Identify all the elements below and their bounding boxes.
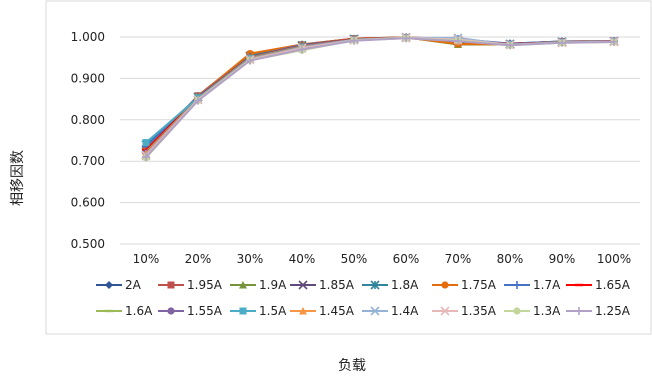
data-point — [558, 38, 566, 47]
gridlines — [120, 36, 640, 245]
legend-marker — [370, 280, 380, 290]
legend-marker — [575, 283, 583, 287]
legend: 2A 1.95A 1.9A 1.85A 1.8A 1.75A 1.7A 1.65A 1.6A 1.… — [96, 278, 631, 318]
legend-marker — [370, 306, 380, 316]
legend-item: 1.95A — [158, 278, 223, 292]
legend-item: 1.85A — [290, 278, 355, 292]
y-axis-label: 相移因数 — [10, 150, 26, 206]
legend-item: 1.6A — [96, 304, 153, 318]
legend-marker — [513, 307, 521, 315]
legend-label: 1.5A — [259, 304, 287, 318]
data-point — [194, 96, 202, 105]
series-1.25A — [142, 34, 618, 162]
x-tick-label: 20% — [185, 252, 212, 266]
legend-label: 1.75A — [461, 278, 497, 292]
x-tick-label: 30% — [237, 252, 264, 266]
data-point — [506, 41, 514, 50]
legend-item: 1.65A — [566, 278, 631, 292]
legend-label: 1.4A — [391, 304, 419, 318]
legend-marker — [298, 280, 308, 290]
data-point — [454, 37, 462, 46]
legend-item: 1.45A — [290, 304, 355, 318]
legend-label: 1.7A — [533, 278, 561, 292]
x-tick-label: 10% — [133, 252, 160, 266]
legend-item: 1.25A — [566, 304, 631, 318]
legend-item: 1.5A — [230, 304, 287, 318]
y-tick-label: 0.600 — [71, 196, 105, 210]
x-tick-label: 100% — [597, 252, 631, 266]
legend-label: 1.45A — [319, 304, 355, 318]
series-line — [145, 37, 615, 158]
data-point — [298, 45, 306, 54]
legend-marker — [105, 281, 113, 289]
legend-item: 1.4A — [362, 304, 419, 318]
legend-marker-b — [298, 280, 308, 290]
y-tick-label: 0.900 — [71, 71, 105, 85]
legend-marker — [441, 281, 449, 289]
data-point — [142, 139, 150, 147]
legend-marker — [239, 307, 247, 315]
legend-marker — [299, 307, 307, 315]
legend-marker-b — [370, 306, 380, 316]
legend-marker — [513, 281, 521, 289]
y-tick-label: 0.500 — [71, 237, 105, 251]
legend-item: 1.75A — [432, 278, 497, 292]
legend-label: 1.55A — [187, 304, 223, 318]
legend-marker — [167, 281, 175, 289]
legend-label: 1.8A — [391, 278, 419, 292]
x-tick-label: 40% — [289, 252, 316, 266]
legend-marker — [575, 307, 583, 315]
data-point — [246, 56, 254, 65]
x-tick-label: 60% — [393, 252, 420, 266]
legend-marker-b — [440, 306, 450, 316]
y-axis-ticks: 0.500 0.600 0.700 0.800 0.900 1.000 — [71, 30, 105, 251]
data-point — [402, 34, 410, 43]
legend-item: 1.9A — [230, 278, 287, 292]
y-tick-label: 1.000 — [71, 30, 105, 44]
legend-marker — [105, 309, 113, 313]
y-tick-label: 0.700 — [71, 154, 105, 168]
chart-area-border — [45, 0, 652, 335]
legend-label: 1.25A — [595, 304, 631, 318]
x-tick-label: 70% — [445, 252, 472, 266]
legend-label: 2A — [125, 278, 142, 292]
legend-item: 1.55A — [158, 304, 223, 318]
legend-label: 1.95A — [187, 278, 223, 292]
legend-item: 1.7A — [504, 278, 561, 292]
legend-item: 1.8A — [362, 278, 419, 292]
x-axis-ticks: 10% 20% 30% 40% 50% 60% 70% 80% 90% 100% — [133, 252, 631, 266]
y-tick-label: 0.800 — [71, 113, 105, 127]
x-tick-label: 50% — [341, 252, 368, 266]
x-tick-label: 80% — [497, 252, 524, 266]
data-point — [350, 36, 358, 45]
legend-label: 1.9A — [259, 278, 287, 292]
legend-marker — [239, 281, 247, 289]
x-tick-label: 90% — [549, 252, 576, 266]
legend-item: 2A — [96, 278, 142, 292]
legend-label: 1.3A — [533, 304, 561, 318]
data-point — [142, 153, 150, 162]
data-point — [610, 37, 618, 46]
legend-marker — [440, 306, 450, 316]
legend-item: 1.3A — [504, 304, 561, 318]
legend-item: 1.35A — [432, 304, 497, 318]
legend-label: 1.35A — [461, 304, 497, 318]
legend-label: 1.65A — [595, 278, 631, 292]
x-axis-label: 负载 — [338, 358, 366, 374]
series-layer — [141, 32, 619, 162]
legend-label: 1.85A — [319, 278, 355, 292]
legend-label: 1.6A — [125, 304, 153, 318]
legend-marker — [167, 307, 175, 315]
